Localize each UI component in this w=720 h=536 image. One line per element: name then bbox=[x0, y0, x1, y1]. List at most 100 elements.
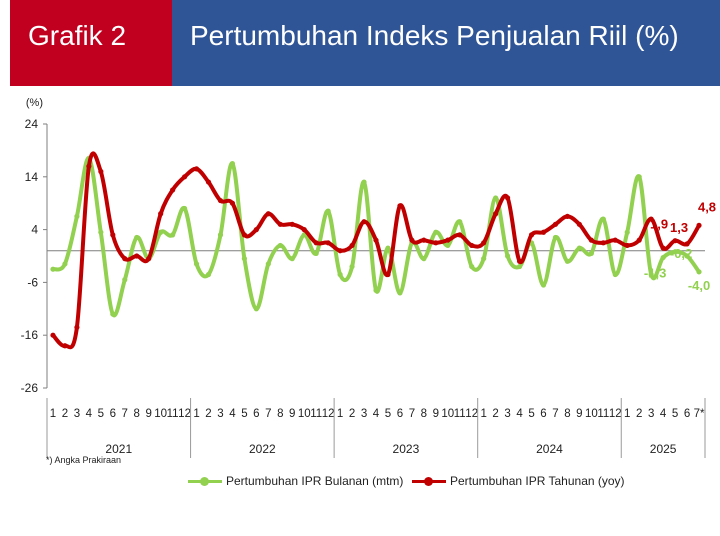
data-point-yoy bbox=[110, 232, 116, 238]
x-tick-label: 2 bbox=[205, 408, 211, 420]
data-point-mtm bbox=[421, 256, 427, 262]
x-tick-label: 12 bbox=[178, 408, 191, 420]
x-tick-label: 5 bbox=[528, 408, 534, 420]
data-label-yoy: 1,9 bbox=[650, 217, 668, 232]
year-label: 2021 bbox=[105, 442, 132, 456]
x-tick-label: 9 bbox=[145, 408, 151, 420]
data-point-yoy bbox=[277, 221, 283, 227]
data-label-mtm: -0,2 bbox=[670, 246, 692, 261]
data-point-mtm bbox=[648, 271, 654, 278]
data-point-mtm bbox=[50, 266, 56, 272]
data-point-mtm bbox=[672, 249, 678, 255]
data-point-mtm bbox=[469, 263, 475, 270]
data-point-yoy bbox=[648, 216, 654, 222]
x-tick-label: 7 bbox=[122, 408, 128, 420]
x-tick-label: 5 bbox=[98, 408, 104, 420]
data-point-mtm bbox=[540, 282, 547, 288]
y-tick-label: 24 bbox=[25, 117, 39, 131]
data-point-mtm bbox=[373, 287, 379, 293]
data-point-yoy bbox=[445, 237, 451, 243]
x-tick-label: 1 bbox=[50, 408, 56, 420]
data-point-yoy bbox=[373, 237, 379, 243]
data-point-mtm bbox=[349, 263, 355, 270]
y-tick-label: 4 bbox=[31, 223, 38, 237]
data-point-yoy bbox=[421, 237, 427, 243]
data-point-yoy bbox=[516, 258, 523, 264]
year-label: 2022 bbox=[249, 442, 276, 456]
data-point-yoy bbox=[469, 242, 475, 249]
header-label-box bbox=[10, 0, 172, 86]
data-point-mtm bbox=[636, 174, 642, 180]
x-tick-label: 10 bbox=[441, 408, 454, 420]
x-tick-label: 4 bbox=[229, 408, 236, 420]
x-tick-label: 8 bbox=[421, 408, 427, 420]
x-tick-label: 9 bbox=[433, 408, 439, 420]
footnote: *) Angka Prakiraan bbox=[46, 455, 122, 465]
x-tick-label: 3 bbox=[504, 408, 510, 420]
data-point-yoy bbox=[552, 221, 559, 227]
data-point-mtm bbox=[576, 245, 582, 251]
data-point-mtm bbox=[277, 242, 283, 249]
legend-swatch-mtm bbox=[188, 476, 222, 486]
data-point-yoy bbox=[158, 211, 164, 217]
data-point-yoy bbox=[636, 237, 642, 243]
x-tick-label: 2 bbox=[62, 408, 68, 420]
x-tick-label: 11 bbox=[454, 408, 466, 420]
x-tick-label: 2 bbox=[349, 408, 355, 420]
x-tick-label: 2 bbox=[636, 408, 642, 420]
data-point-yoy bbox=[696, 222, 702, 228]
x-tick-label: 4 bbox=[516, 408, 523, 420]
data-point-mtm bbox=[181, 205, 188, 212]
year-label: 2025 bbox=[650, 442, 677, 456]
x-tick-label: 10 bbox=[298, 408, 311, 420]
legend-item-mtm: Pertumbuhan IPR Bulanan (mtm) bbox=[188, 474, 403, 488]
y-tick-label: -26 bbox=[21, 381, 39, 395]
data-point-mtm bbox=[612, 271, 618, 278]
data-point-mtm bbox=[217, 232, 224, 238]
data-point-mtm bbox=[313, 250, 319, 256]
data-point-mtm bbox=[337, 271, 343, 278]
data-point-yoy bbox=[122, 256, 128, 262]
data-point-yoy bbox=[217, 197, 224, 204]
data-point-yoy bbox=[74, 324, 80, 330]
data-point-mtm bbox=[624, 229, 630, 235]
x-tick-label: 3 bbox=[217, 408, 223, 420]
x-tick-label: 6 bbox=[110, 408, 116, 420]
data-point-yoy bbox=[624, 242, 630, 249]
x-tick-label: 5 bbox=[385, 408, 391, 420]
x-tick-label: 8 bbox=[134, 408, 140, 420]
data-point-mtm bbox=[241, 256, 247, 262]
x-tick-label: 12 bbox=[465, 408, 478, 420]
x-tick-label: 1 bbox=[624, 408, 630, 420]
data-point-yoy bbox=[265, 211, 271, 217]
data-point-yoy bbox=[301, 227, 307, 233]
y-tick-label: -6 bbox=[27, 275, 38, 289]
data-point-yoy bbox=[205, 179, 212, 185]
data-point-yoy bbox=[684, 241, 690, 247]
x-tick-label: 7 bbox=[409, 408, 415, 420]
data-point-mtm bbox=[516, 263, 523, 270]
data-point-mtm bbox=[433, 229, 439, 235]
data-point-yoy bbox=[134, 253, 140, 259]
data-point-yoy bbox=[98, 168, 104, 175]
x-tick-label: 12 bbox=[322, 408, 335, 420]
data-point-yoy bbox=[672, 238, 678, 244]
x-tick-label: 6 bbox=[253, 408, 259, 420]
x-tick-label: 7* bbox=[694, 408, 705, 420]
data-point-yoy bbox=[181, 174, 188, 180]
data-point-yoy bbox=[409, 237, 415, 243]
data-point-yoy bbox=[564, 213, 571, 219]
data-point-mtm bbox=[361, 179, 367, 185]
legend-item-yoy: Pertumbuhan IPR Tahunan (yoy) bbox=[412, 474, 625, 488]
data-label-yoy: 4,8 bbox=[698, 199, 716, 214]
data-point-mtm bbox=[158, 229, 164, 235]
data-point-yoy bbox=[481, 240, 487, 246]
data-point-mtm bbox=[564, 258, 571, 264]
data-point-yoy bbox=[253, 227, 259, 233]
x-tick-label: 4 bbox=[86, 408, 93, 420]
data-point-yoy bbox=[193, 166, 200, 172]
chart-number-label: Grafik 2 bbox=[28, 20, 127, 51]
data-point-yoy bbox=[50, 332, 56, 338]
data-point-mtm bbox=[134, 234, 140, 241]
